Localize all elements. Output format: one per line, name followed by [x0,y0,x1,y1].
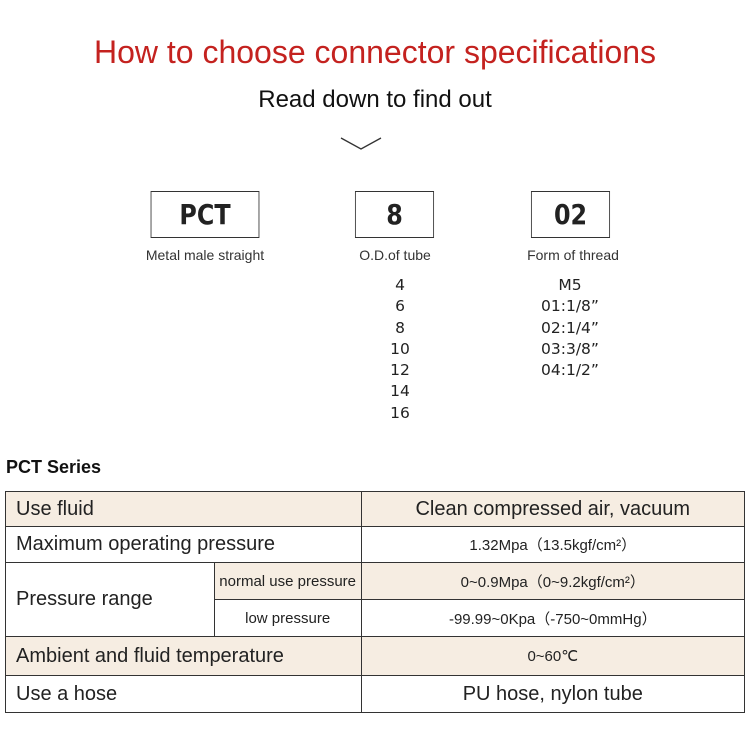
pressure-range-label: Pressure range [5,562,215,637]
normal-pressure-value: 0~0.9Mpa（0~9.2kgf/cm²） [360,562,746,600]
series-title: PCT Series [6,457,102,477]
code-box-tube: 8 [354,191,435,238]
tube-option: 14 [390,382,410,401]
thread-option: 01:1/8” [541,297,599,316]
max-pressure-value: 1.32Mpa（13.5kgf/cm²） [360,526,746,563]
tube-option: 8 [395,318,405,337]
chevron-down-icon [340,137,382,150]
tube-option: 12 [390,361,410,380]
tube-option: 16 [390,403,410,422]
tube-option: 4 [395,276,405,294]
code-box-thread: 02 [530,191,611,238]
tube-option: 6 [395,297,405,316]
low-pressure-value: -99.99~0Kpa（-750~0mmHg） [360,599,746,637]
table-row: Use a hose PU hose, nylon tube [5,675,746,713]
table-row: low pressure -99.99~0Kpa（-750~0mmHg） [6,599,746,637]
use-fluid-label: Use fluid [5,491,362,527]
use-fluid-value: Clean compressed air, vacuum [360,491,746,527]
normal-pressure-label: normal use pressure [213,562,362,600]
hose-label: Use a hose [5,675,362,713]
code-box-series: PCT [150,191,260,238]
temperature-value: 0~60℃ [360,636,746,676]
thread-option: 04:1/2” [541,361,599,380]
series-label: Metal male straight [145,247,265,263]
page-title: How to choose connector specifications [93,34,657,70]
hose-value: PU hose, nylon tube [360,675,746,713]
low-pressure-label: low pressure [213,599,362,637]
thread-label: Form of thread [527,247,619,263]
tube-options: 4 6 8 10 12 14 16 [360,275,440,424]
table-row: Use fluid Clean compressed air, vacuum [5,491,746,527]
thread-options: M5 01:1/8” 02:1/4” 03:3/8” 04:1/2” [520,275,620,381]
thread-option: 02:1/4” [541,318,599,337]
tube-option: 10 [390,339,410,358]
max-pressure-label: Maximum operating pressure [5,526,362,563]
tube-label: O.D.of tube [359,247,431,263]
temperature-label: Ambient and fluid temperature [5,636,362,676]
table-row: Ambient and fluid temperature 0~60℃ [5,636,746,676]
thread-option: 03:3/8” [541,339,599,358]
spec-table: Use fluid Clean compressed air, vacuum M… [5,491,746,713]
page-subtitle: Read down to find out [258,86,492,113]
table-row: Maximum operating pressure 1.32Mpa（13.5k… [5,526,746,563]
table-row: Pressure range normal use pressure 0~0.9… [5,562,746,637]
thread-option: M5 [558,276,582,294]
